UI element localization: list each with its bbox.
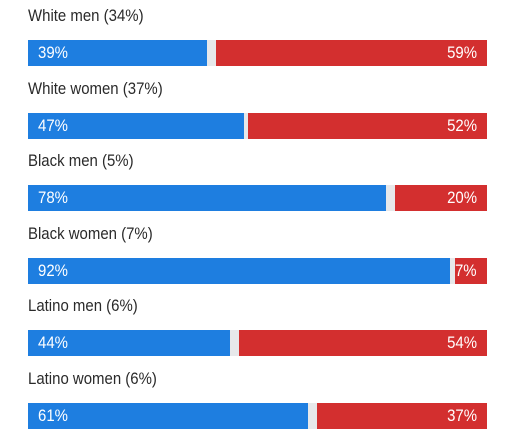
bar-track: 39% 59% (28, 40, 487, 66)
group-label: White men (34%) (28, 6, 144, 25)
value-label-a: 92% (38, 260, 68, 280)
value-label-a: 61% (38, 405, 68, 425)
bar-segment-a (28, 112, 244, 139)
bar-track: 92% 7% (28, 257, 487, 284)
value-label-b: 37% (447, 405, 477, 425)
bar-segment-a (28, 402, 308, 429)
bar-segment-b (248, 112, 487, 139)
value-label-b: 52% (447, 115, 477, 135)
value-label-b: 59% (447, 43, 477, 62)
bar-segment-b (395, 185, 487, 211)
value-label-a: 78% (38, 188, 68, 207)
group-label: Black women (7%) (28, 223, 153, 243)
value-label-b: 54% (447, 333, 477, 352)
group-label: Latino men (6%) (28, 296, 138, 315)
bar-segment-a (28, 40, 207, 66)
value-label-b: 20% (447, 188, 477, 207)
bar-segment-a (28, 257, 451, 284)
bar-track: 47% 52% (28, 112, 487, 139)
bar-track: 78% 20% (28, 185, 487, 211)
bar-segment-a (28, 185, 387, 211)
group-label: White women (37%) (28, 78, 163, 98)
group-label: Black men (5%) (28, 151, 134, 170)
bar-segment-b (317, 402, 487, 429)
value-label-a: 47% (38, 115, 68, 135)
group-label: Latino women (6%) (28, 368, 157, 388)
bar-segment-b (454, 257, 487, 284)
value-label-b: 7% (455, 260, 477, 280)
bar-segment-b (216, 40, 487, 66)
bar-track: 61% 37% (28, 402, 487, 429)
bar-segment-a (28, 330, 230, 356)
value-label-a: 44% (38, 333, 68, 352)
bar-track: 44% 54% (28, 330, 487, 356)
bar-segment-b (239, 330, 487, 356)
value-label-a: 39% (38, 43, 68, 62)
